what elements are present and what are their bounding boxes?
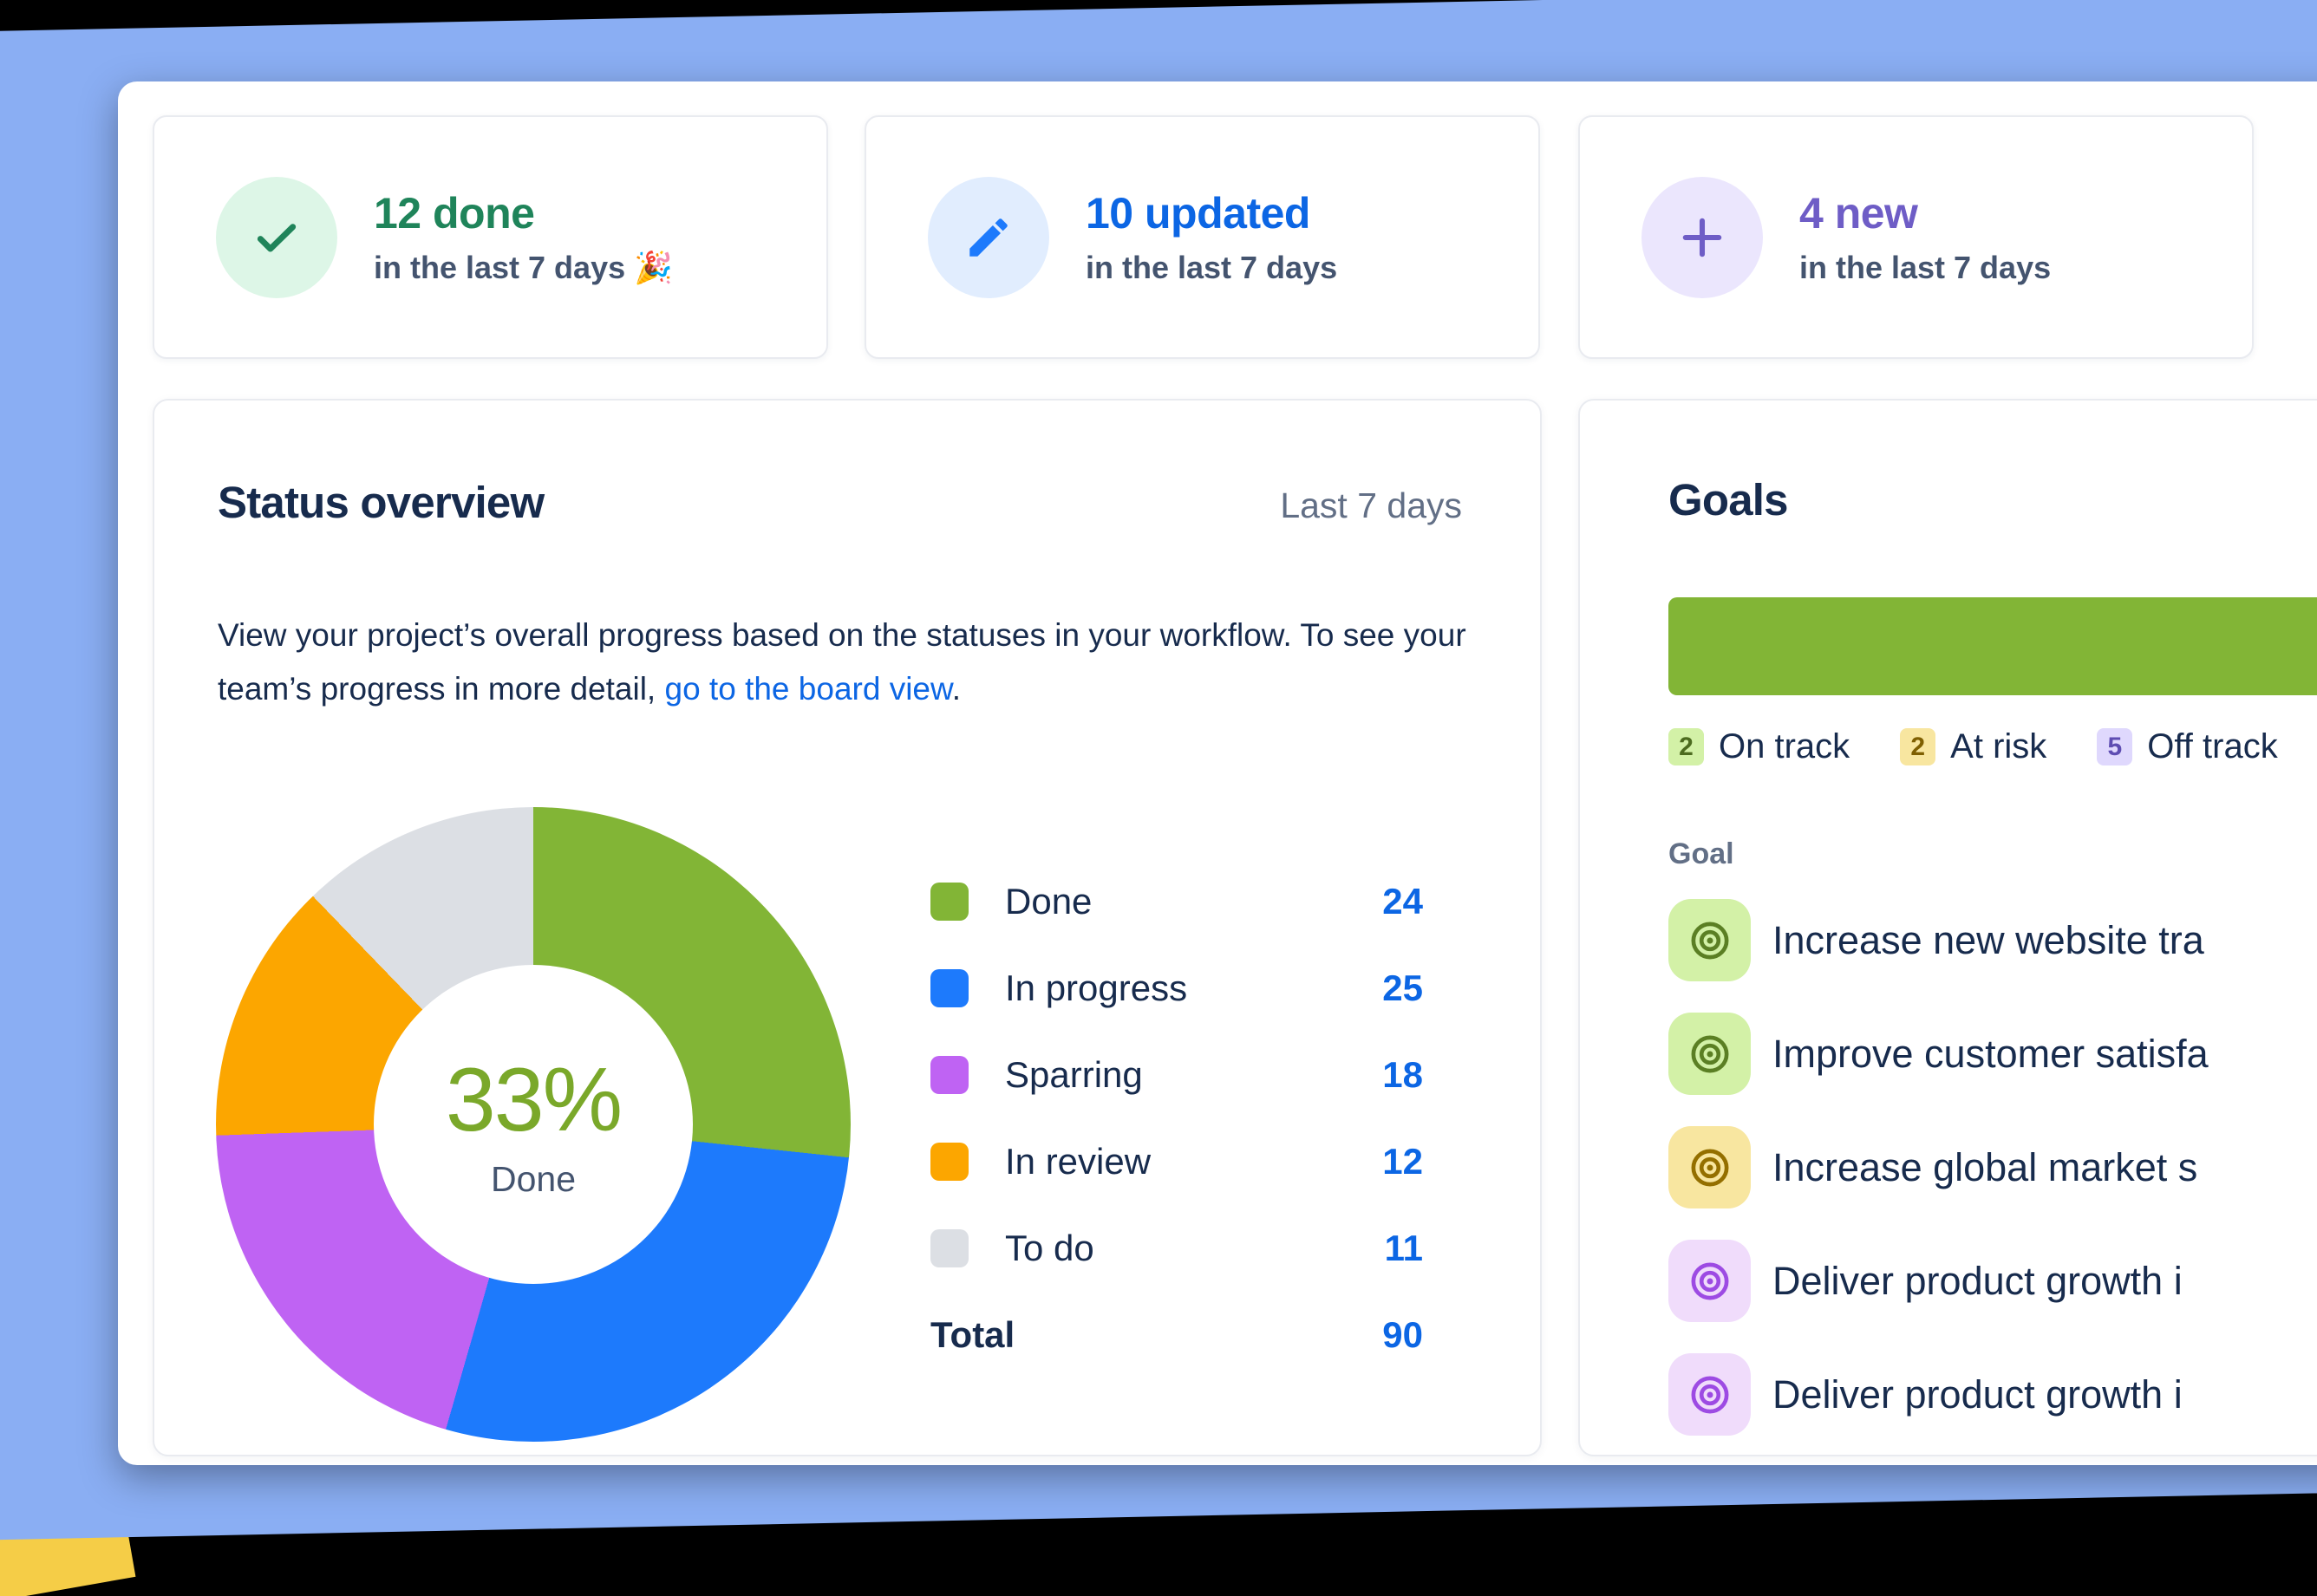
summary-card-updated[interactable]: 10 updated in the last 7 days xyxy=(865,115,1540,359)
legend-row-done: Done 24 xyxy=(930,881,1423,922)
goal-label: Increase new website tra xyxy=(1772,917,2204,962)
goal-label: Deliver product growth i xyxy=(1772,1258,2183,1303)
plus-icon xyxy=(1641,176,1763,298)
summary-card-new[interactable]: 4 new in the last 7 days xyxy=(1578,115,2254,359)
legend-swatch-in-review xyxy=(930,1143,969,1181)
check-icon xyxy=(216,176,337,298)
at-risk-count-badge: 2 xyxy=(1900,728,1936,765)
period-label: Last 7 days xyxy=(1280,485,1462,525)
legend-row-in-review: In review 12 xyxy=(930,1141,1423,1182)
off-track-count-badge: 5 xyxy=(2097,728,2133,765)
target-icon xyxy=(1668,1240,1751,1322)
legend-swatch-in-progress xyxy=(930,969,969,1007)
legend-label: In progress xyxy=(1005,967,1188,1008)
status-legend: Done 24 In progress 25 Sparring 18 In re… xyxy=(930,881,1423,1403)
goal-label: Improve customer satisfa xyxy=(1772,1031,2209,1076)
goal-label: Increase global market s xyxy=(1772,1144,2198,1189)
donut-percent: 33% xyxy=(445,1050,623,1150)
status-donut-chart: 33% Done xyxy=(216,807,851,1442)
on-track-label: On track xyxy=(1719,727,1850,765)
goals-legend: 2 On track 2 At risk 5 Off track xyxy=(1668,727,2317,766)
legend-label: Done xyxy=(1005,881,1093,922)
legend-row-in-progress: In progress 25 xyxy=(930,967,1423,1008)
summary-title-new: 4 new xyxy=(1799,189,1918,238)
legend-swatch-done xyxy=(930,883,969,921)
on-track-count-badge: 2 xyxy=(1668,728,1704,765)
status-overview-title: Status overview xyxy=(218,478,545,527)
legend-value: 18 xyxy=(1382,1054,1423,1095)
donut-center: 33% Done xyxy=(374,965,693,1284)
summary-subtitle-done: in the last 7 days 🎉 xyxy=(374,250,673,285)
legend-value: 25 xyxy=(1382,967,1423,1008)
board-view-link[interactable]: go to the board view xyxy=(664,671,952,707)
summary-title-done: 12 done xyxy=(374,189,535,238)
target-icon xyxy=(1668,1353,1751,1436)
pencil-icon xyxy=(928,176,1049,298)
legend-value: 11 xyxy=(1384,1228,1423,1268)
legend-swatch-sparring xyxy=(930,1056,969,1094)
summary-subtitle-new: in the last 7 days xyxy=(1799,250,2052,285)
legend-row-sparring: Sparring 18 xyxy=(930,1054,1423,1095)
legend-swatch-to-do xyxy=(930,1229,969,1267)
total-label: Total xyxy=(930,1314,1015,1355)
goal-column-header: Goal xyxy=(1668,837,1734,870)
total-value: 90 xyxy=(1382,1314,1423,1355)
goal-row[interactable]: Deliver product growth i xyxy=(1668,1240,2317,1322)
legend-row-to-do: To do 11 xyxy=(930,1228,1423,1268)
description-text: View your project’s overall progress bas… xyxy=(218,617,1466,707)
description-period: . xyxy=(951,671,961,707)
legend-label: Sparring xyxy=(1005,1054,1143,1095)
dashboard-panel: 12 done in the last 7 days 🎉 10 updated … xyxy=(118,81,2317,1465)
goal-list: Increase new website tra Improve custome… xyxy=(1668,899,2317,1455)
summary-card-done[interactable]: 12 done in the last 7 days 🎉 xyxy=(153,115,828,359)
goal-row[interactable]: Increase new website tra xyxy=(1668,899,2317,981)
at-risk-label: At risk xyxy=(1950,727,2047,765)
legend-value: 12 xyxy=(1382,1141,1423,1182)
goals-card: Goals 2 On track 2 At risk 5 Off track G… xyxy=(1578,399,2317,1456)
goals-progress-bar xyxy=(1668,597,2317,695)
goal-row[interactable]: Increase global market s xyxy=(1668,1126,2317,1208)
status-description: View your project’s overall progress bas… xyxy=(218,609,1484,716)
summary-title-updated: 10 updated xyxy=(1086,189,1310,238)
legend-label: In review xyxy=(1005,1141,1152,1182)
off-track-label: Off track xyxy=(2147,727,2278,765)
goal-label: Deliver product growth i xyxy=(1772,1371,2183,1417)
legend-value: 24 xyxy=(1382,881,1423,922)
target-icon xyxy=(1668,1013,1751,1095)
legend-row-total: Total 90 xyxy=(930,1314,1423,1355)
target-icon xyxy=(1668,899,1751,981)
goal-row[interactable]: Improve customer satisfa xyxy=(1668,1013,2317,1095)
summary-subtitle-updated: in the last 7 days xyxy=(1086,250,1338,285)
legend-label: To do xyxy=(1005,1228,1094,1268)
goal-row[interactable]: Deliver product growth i xyxy=(1668,1353,2317,1436)
goals-title: Goals xyxy=(1668,475,1789,524)
donut-center-label: Done xyxy=(490,1159,576,1199)
target-icon xyxy=(1668,1126,1751,1208)
status-overview-card: Status overview Last 7 days View your pr… xyxy=(153,399,1542,1456)
